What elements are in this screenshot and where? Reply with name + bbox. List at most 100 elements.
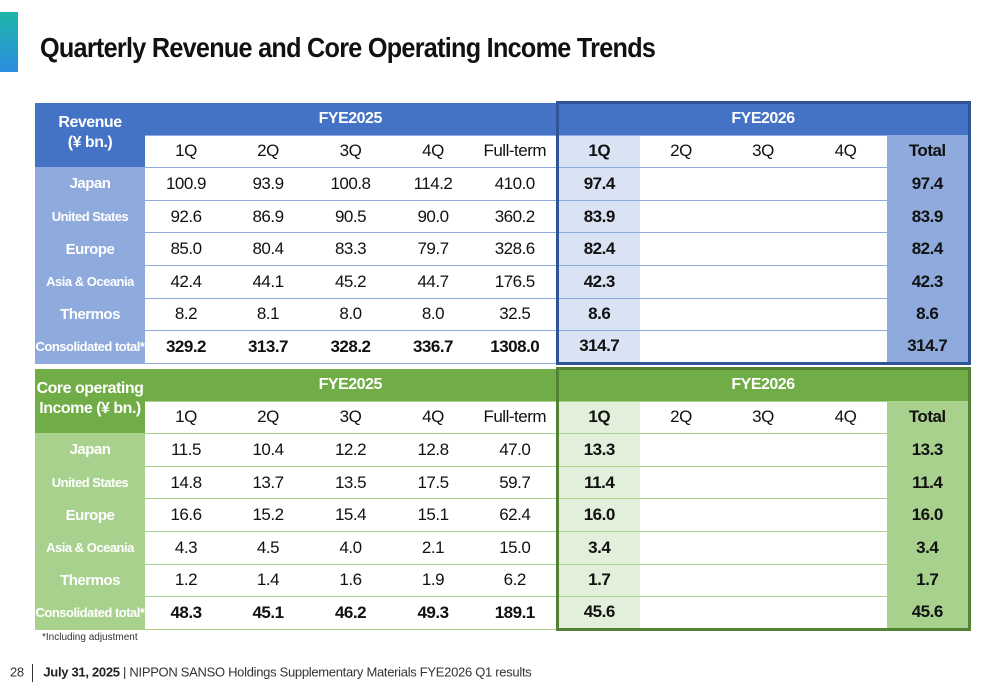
table-cell: 16.6	[145, 498, 227, 532]
table-cell: 1.9	[392, 564, 474, 598]
row-label: Thermos	[35, 298, 145, 332]
table-cell: 313.7	[227, 330, 309, 364]
footer-date: July 31, 2025	[43, 664, 120, 680]
column-header: Full-term	[474, 401, 557, 435]
table-cell	[804, 167, 887, 201]
title-accent-bar	[0, 12, 18, 72]
table-cell: 13.3	[555, 433, 640, 467]
table-cell: 45.1	[227, 596, 309, 630]
table-cell: 12.2	[309, 433, 392, 467]
row-label: Europe	[35, 498, 145, 532]
table-cell: 17.5	[392, 466, 474, 500]
table-cell: 8.6	[887, 298, 971, 332]
column-header: 1Q	[145, 135, 227, 169]
table-cell: 13.7	[227, 466, 309, 500]
row-label: Asia & Oceania	[35, 531, 145, 565]
table-row: United States 14.8 13.7 13.5 17.5 59.7 11.4 11.…	[35, 466, 971, 500]
row-label: United States	[35, 466, 145, 500]
table-cell: 79.7	[392, 232, 474, 266]
table-cell: 1.2	[145, 564, 227, 598]
table-row: Thermos 1.2 1.4 1.6 1.9 6.2 1.7 1.7	[35, 564, 971, 598]
table-cell: 11.4	[555, 466, 640, 500]
table-cell: 42.4	[145, 265, 227, 299]
table-corner-label: Revenue (¥ bn.)	[35, 102, 145, 169]
table-cell	[640, 531, 722, 565]
table-cell: 86.9	[227, 200, 309, 234]
column-header: 3Q	[722, 135, 804, 169]
table-cell: 32.5	[474, 298, 557, 332]
column-header: 4Q	[392, 135, 474, 169]
table-cell	[804, 564, 887, 598]
table-cell: 92.6	[145, 200, 227, 234]
table-cell: 49.3	[392, 596, 474, 630]
column-header: Total	[887, 401, 971, 435]
table-cell	[804, 265, 887, 299]
table-cell: 42.3	[555, 265, 640, 299]
table-cell: 15.0	[474, 531, 557, 565]
table-cell: 93.9	[227, 167, 309, 201]
table-cell: 45.6	[887, 596, 971, 631]
table-cell: 329.2	[145, 330, 227, 364]
table-cell: 328.2	[309, 330, 392, 364]
column-header: 2Q	[227, 135, 309, 169]
table-cell	[804, 200, 887, 234]
table-cell	[722, 167, 804, 201]
row-label: Thermos	[35, 564, 145, 598]
column-header: Full-term	[474, 135, 557, 169]
column-header: 3Q	[309, 401, 392, 435]
core-operating-income-table: Core operating Income (¥ bn.) FYE2025 FYE20…	[35, 367, 971, 631]
table-cell: 8.0	[392, 298, 474, 332]
table-cell: 83.3	[309, 232, 392, 266]
table-row: Asia & Oceania 42.4 44.1 45.2 44.7 176.5 42.3 4…	[35, 265, 971, 299]
corner-label-line: Core operating	[36, 379, 144, 397]
table-cell: 4.3	[145, 531, 227, 565]
page-title: Quarterly Revenue and Core Operating Inc…	[40, 32, 656, 63]
table-cell: 1308.0	[474, 330, 557, 364]
table-cell: 360.2	[474, 200, 557, 234]
table-cell: 8.0	[309, 298, 392, 332]
table-cell	[722, 498, 804, 532]
table-cell: 1.7	[887, 564, 971, 598]
fiscal-year-header: FYE2025	[145, 368, 557, 402]
table-cell: 176.5	[474, 265, 557, 299]
table-cell	[804, 330, 887, 365]
table-row: Asia & Oceania 4.3 4.5 4.0 2.1 15.0 3.4 3.4	[35, 531, 971, 565]
revenue-table: Revenue (¥ bn.) FYE2025 FYE2026 1Q 2Q 3Q 4Q Full…	[35, 101, 971, 365]
table-cell: 314.7	[555, 330, 640, 365]
table-cell	[722, 596, 804, 631]
column-header: 3Q	[309, 135, 392, 169]
table-cell: 45.2	[309, 265, 392, 299]
column-header: 4Q	[804, 135, 887, 169]
table-row: Europe 16.6 15.2 15.4 15.1 62.4 16.0 16.0	[35, 498, 971, 532]
table-cell: 44.7	[392, 265, 474, 299]
column-header: Total	[887, 135, 971, 169]
table-row: Consolidated total* 48.3 45.1 46.2 49.3 189.1…	[35, 596, 971, 631]
table-cell: 1.4	[227, 564, 309, 598]
table-cell	[804, 298, 887, 332]
table-cell: 410.0	[474, 167, 557, 201]
footnote: *Including adjustment	[42, 632, 138, 643]
table-cell: 8.2	[145, 298, 227, 332]
table-cell	[804, 466, 887, 500]
table-cell	[640, 330, 722, 365]
column-header: 1Q	[555, 401, 640, 435]
table-row: Japan 100.9 93.9 100.8 114.2 410.0 97.4 97.4	[35, 167, 971, 201]
table-cell: 48.3	[145, 596, 227, 630]
table-cell	[640, 564, 722, 598]
table-cell: 1.6	[309, 564, 392, 598]
table-cell	[722, 265, 804, 299]
table-cell: 336.7	[392, 330, 474, 364]
table-cell	[804, 498, 887, 532]
table-cell	[640, 167, 722, 201]
column-header: 2Q	[640, 401, 722, 435]
corner-label-line: Income (¥ bn.)	[39, 399, 141, 417]
table-cell: 100.8	[309, 167, 392, 201]
table-cell: 97.4	[887, 167, 971, 201]
table-cell: 100.9	[145, 167, 227, 201]
table-cell: 328.6	[474, 232, 557, 266]
table-cell: 4.0	[309, 531, 392, 565]
table-cell: 47.0	[474, 433, 557, 467]
table-cell: 8.1	[227, 298, 309, 332]
table-cell: 6.2	[474, 564, 557, 598]
table-cell: 4.5	[227, 531, 309, 565]
